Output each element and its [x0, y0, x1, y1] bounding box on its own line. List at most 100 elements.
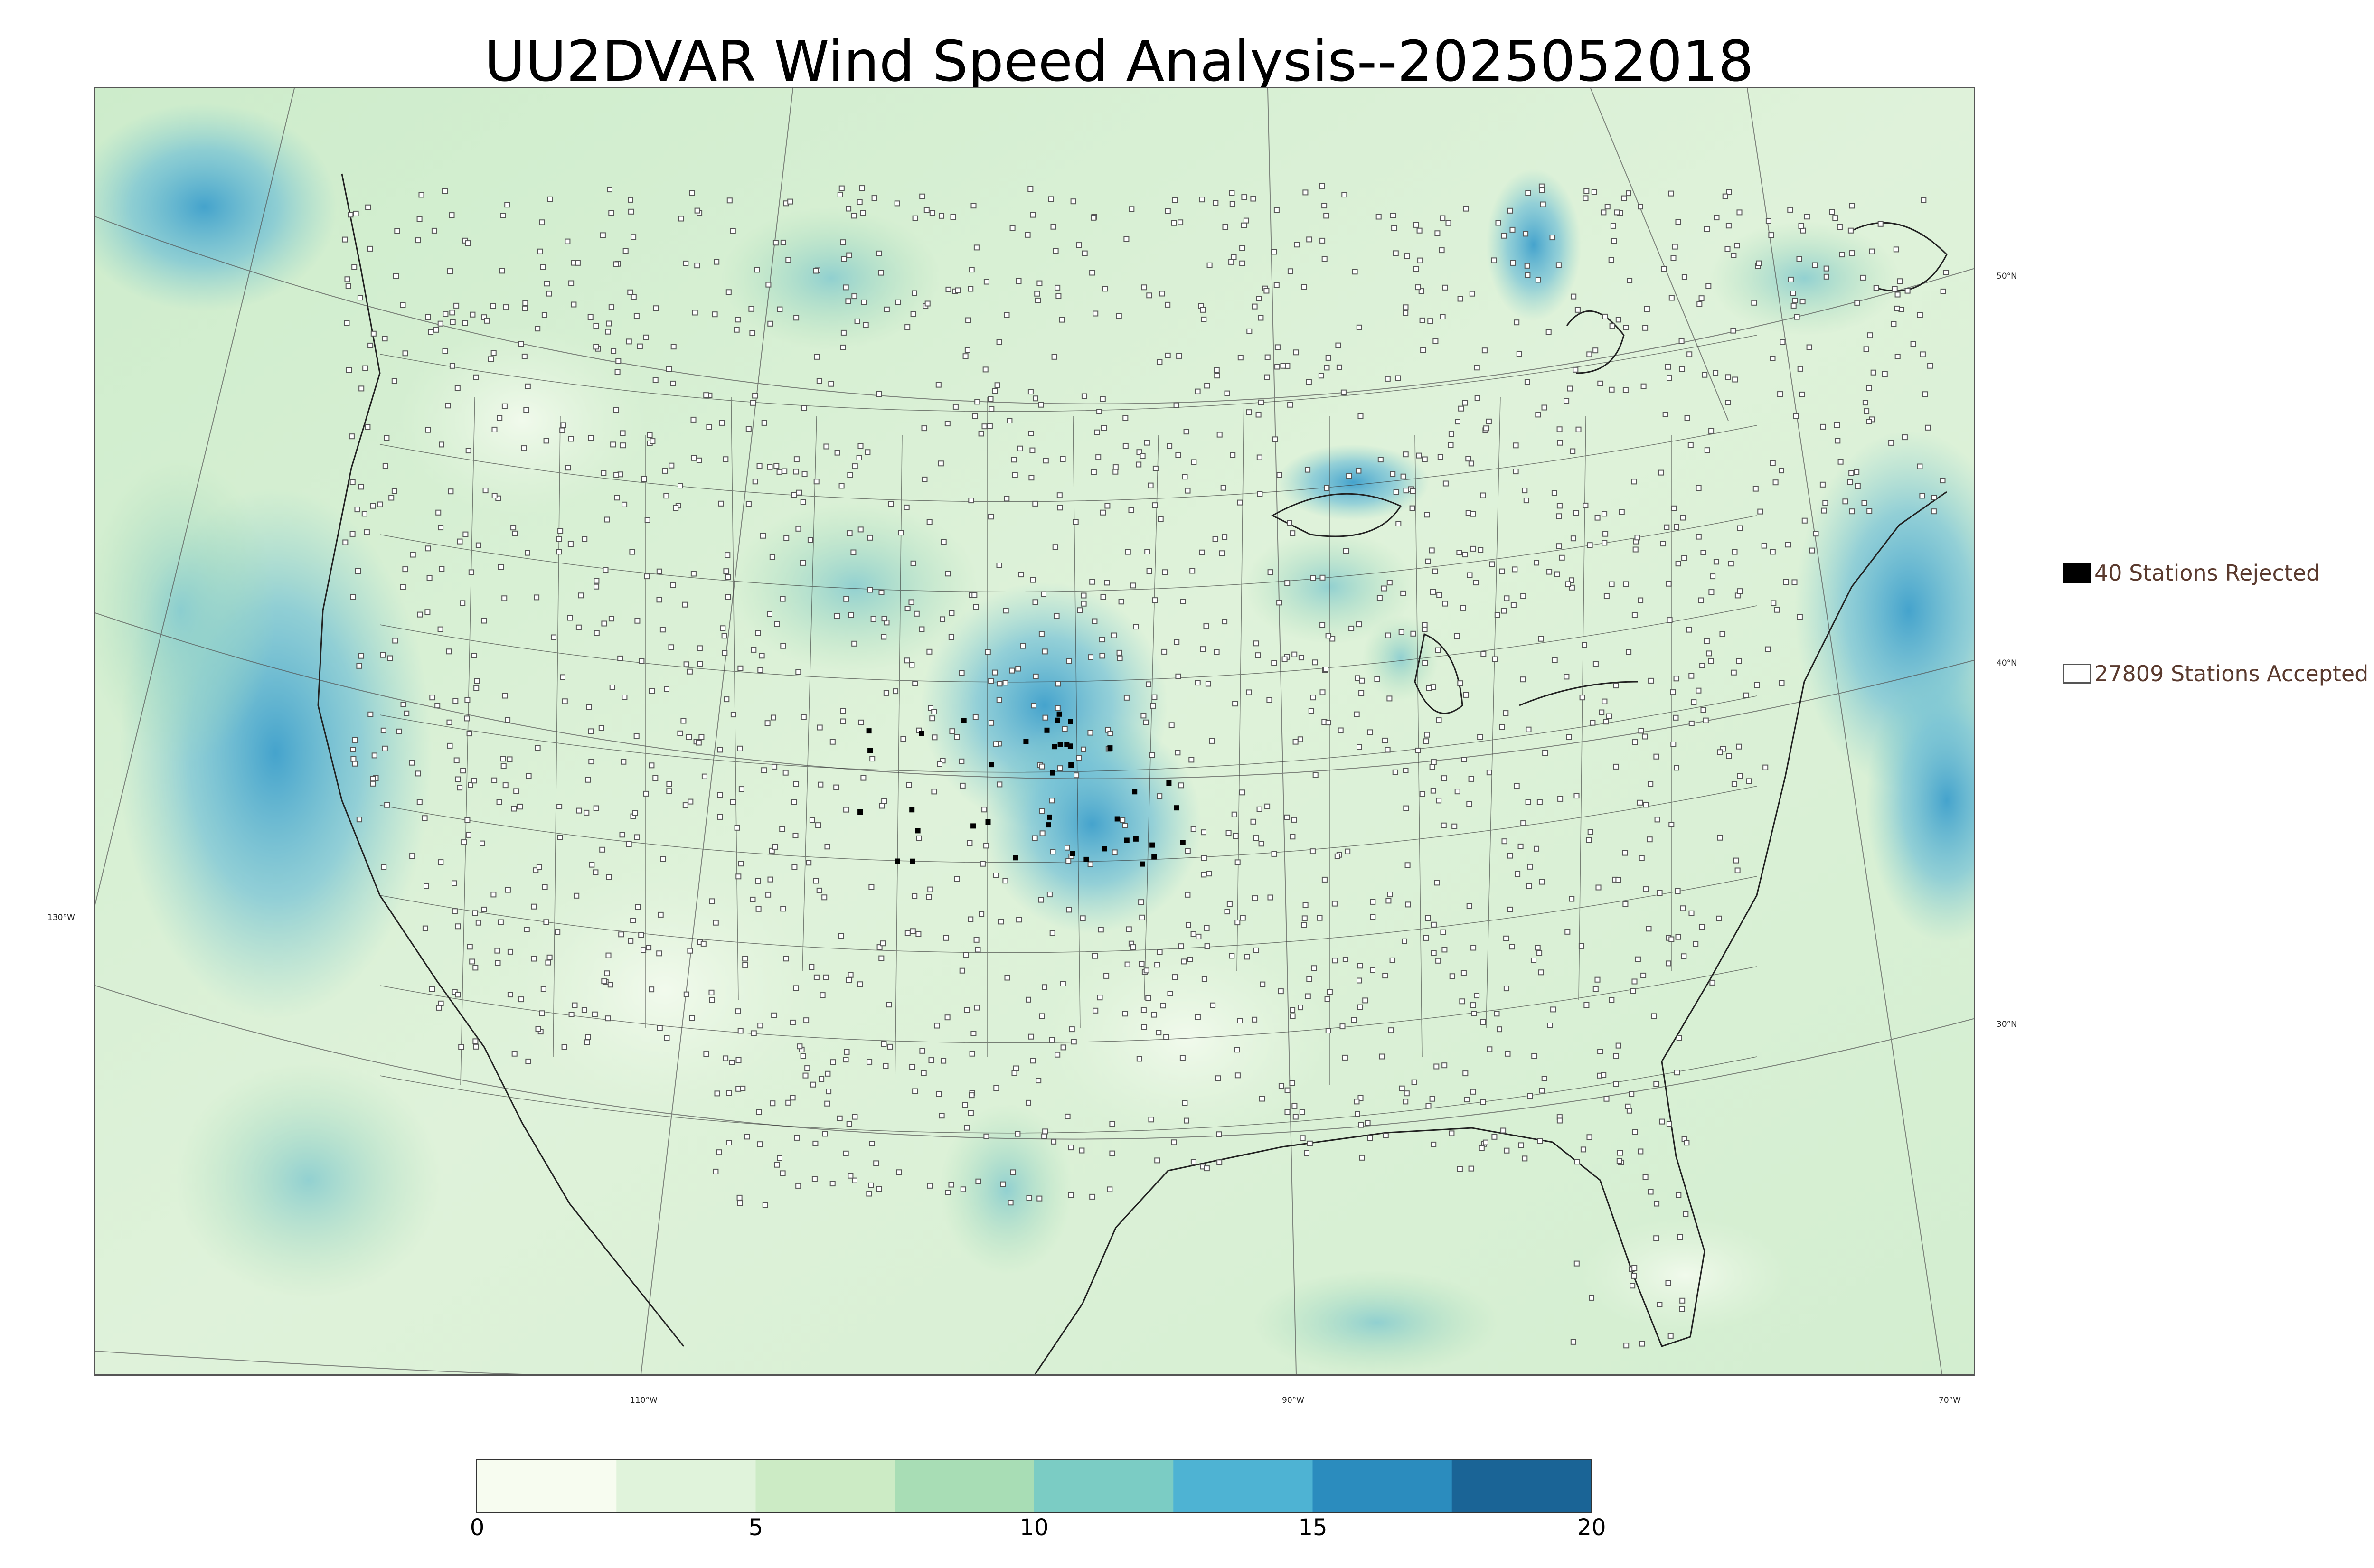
station-accepted [1730, 328, 1736, 334]
accepted-swatch [2063, 664, 2091, 684]
station-accepted [1910, 341, 1916, 347]
station-accepted [1310, 575, 1316, 581]
station-accepted [1625, 1103, 1631, 1109]
station-accepted [1525, 799, 1531, 805]
station-accepted [387, 655, 393, 661]
station-accepted [812, 1140, 819, 1146]
station-accepted [576, 807, 582, 814]
station-accepted [1130, 582, 1136, 589]
station-rejected [1083, 856, 1089, 862]
station-accepted [601, 470, 607, 476]
station-accepted [677, 730, 683, 736]
station-accepted [1654, 1201, 1660, 1207]
station-accepted [1403, 1099, 1409, 1105]
station-accepted [1234, 859, 1241, 865]
station-accepted [1266, 697, 1272, 703]
station-accepted [1294, 242, 1300, 248]
station-accepted [539, 219, 545, 225]
station-accepted [927, 886, 933, 892]
station-accepted [1699, 924, 1705, 930]
station-accepted [1065, 858, 1072, 864]
station-accepted [1292, 739, 1299, 745]
station-accepted [1210, 1002, 1216, 1008]
station-accepted [1638, 204, 1643, 210]
station-accepted [1480, 651, 1487, 657]
station-accepted [1667, 375, 1672, 381]
station-accepted [1436, 717, 1442, 723]
station-accepted [380, 727, 386, 733]
station-accepted [1902, 434, 1908, 441]
station-accepted [628, 197, 633, 203]
station-accepted [1051, 354, 1057, 360]
station-accepted [690, 571, 697, 577]
station-accepted [1101, 425, 1107, 431]
station-accepted [996, 563, 1002, 568]
station-accepted [900, 736, 906, 742]
station-accepted [1638, 597, 1644, 603]
station-accepted [1922, 391, 1928, 397]
station-accepted [1631, 1265, 1638, 1271]
station-accepted [759, 653, 765, 659]
station-accepted [1835, 438, 1841, 444]
station-accepted [795, 526, 801, 532]
station-accepted [1864, 408, 1870, 414]
station-accepted [446, 719, 452, 725]
station-accepted [1440, 215, 1446, 221]
station-accepted [737, 1028, 744, 1034]
station-accepted [765, 282, 772, 288]
station-accepted [582, 536, 588, 542]
station-accepted [560, 674, 565, 680]
station-accepted [588, 759, 594, 765]
station-accepted [1439, 247, 1445, 254]
station-accepted [692, 310, 698, 316]
station-accepted [1497, 1026, 1502, 1033]
station-accepted [852, 1177, 857, 1183]
station-accepted [382, 336, 388, 342]
station-accepted [1325, 355, 1331, 361]
station-accepted [1474, 993, 1480, 999]
station-accepted [1594, 976, 1601, 983]
station-accepted [804, 1065, 810, 1071]
station-accepted [1460, 970, 1467, 976]
station-accepted [1733, 857, 1739, 864]
station-rejected [1047, 814, 1052, 820]
station-accepted [756, 1109, 762, 1115]
station-accepted [686, 734, 692, 740]
station-accepted [1668, 822, 1675, 827]
station-accepted [800, 1053, 806, 1059]
station-accepted [467, 944, 473, 950]
station-accepted [1849, 203, 1855, 209]
station-accepted [1144, 549, 1150, 554]
station-accepted [565, 465, 571, 471]
station-accepted [1661, 266, 1667, 272]
station-accepted [1297, 736, 1303, 742]
station-accepted [846, 206, 852, 212]
station-accepted [1897, 278, 1903, 284]
station-accepted [1429, 764, 1435, 770]
station-accepted [1638, 728, 1644, 734]
station-accepted [1622, 850, 1628, 856]
station-accepted [1200, 646, 1206, 652]
station-accepted [1124, 961, 1130, 967]
station-accepted [605, 329, 611, 335]
station-accepted [1413, 266, 1419, 272]
station-accepted [436, 1005, 442, 1011]
station-accepted [898, 530, 904, 536]
station-accepted [631, 234, 637, 240]
station-accepted [587, 314, 594, 320]
station-rejected [1067, 743, 1073, 749]
station-accepted [1136, 461, 1142, 468]
station-accepted [613, 407, 619, 413]
station-accepted [973, 604, 979, 610]
station-accepted [470, 311, 476, 318]
station-accepted [1271, 249, 1277, 255]
station-accepted [1583, 502, 1589, 508]
station-accepted [904, 504, 910, 510]
station-accepted [525, 1058, 531, 1064]
station-accepted [622, 248, 629, 254]
station-accepted [1556, 543, 1562, 549]
station-accepted [1026, 1099, 1031, 1106]
station-accepted [801, 471, 808, 477]
station-accepted [1654, 817, 1660, 823]
station-accepted [1276, 472, 1282, 478]
